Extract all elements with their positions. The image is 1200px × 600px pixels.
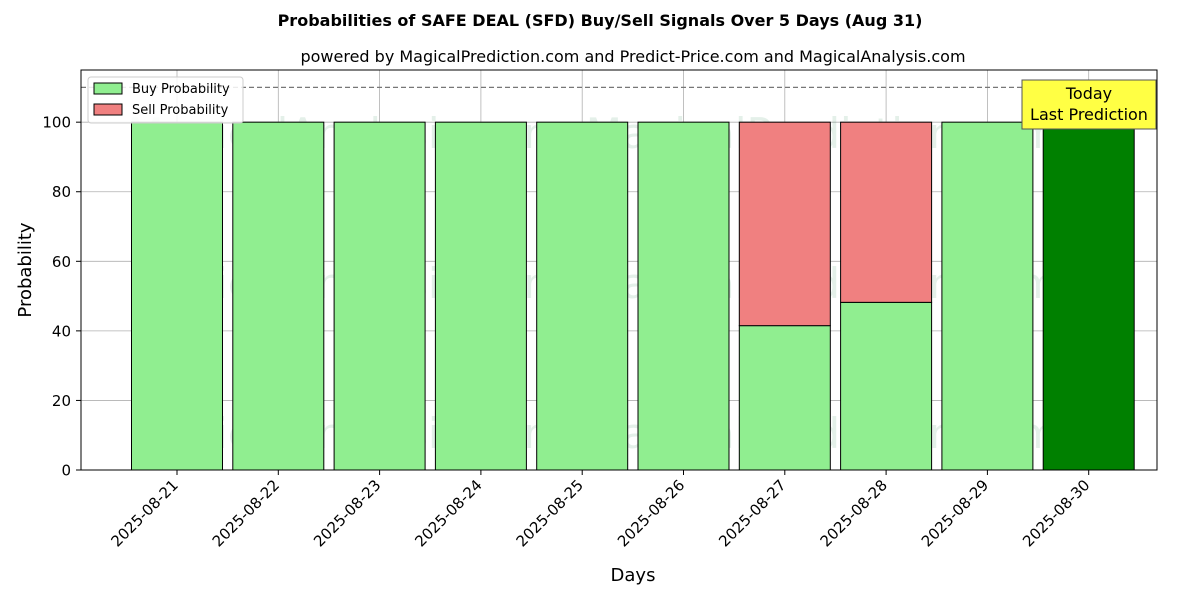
legend-label-sell: Sell Probability (132, 103, 229, 118)
bar-buy (232, 121, 325, 471)
x-tick-label: 2025-08-24 (411, 476, 485, 550)
bar-buy (840, 301, 933, 471)
annotation-box (1021, 79, 1157, 130)
x-tick-label: 2025-08-26 (614, 476, 688, 550)
x-tick-label: 2025-08-21 (107, 476, 181, 550)
y-tick-label: 80 (52, 183, 71, 201)
x-tick-label: 2025-08-29 (918, 476, 992, 550)
bar-buy (637, 121, 730, 471)
annotation-line-2: Last Prediction (1030, 105, 1148, 124)
x-tick-label: 2025-08-22 (209, 476, 283, 550)
legend: Buy Probability Sell Probability (87, 76, 244, 124)
bar-buy (131, 121, 223, 471)
x-tick-label: 2025-08-30 (1019, 476, 1093, 550)
x-axis-label: Days (611, 565, 656, 586)
bar-buy (941, 121, 1034, 471)
x-tick-label: 2025-08-25 (513, 476, 587, 550)
annotation-line-1: Today (1065, 84, 1112, 103)
y-tick-label: 20 (52, 392, 71, 410)
bar-buy (1042, 121, 1135, 471)
y-tick-label: 0 (61, 462, 71, 480)
plot-frame (80, 69, 1158, 471)
y-tick-label: 60 (52, 253, 71, 271)
bar-layer (131, 121, 1135, 471)
legend-box (87, 76, 244, 124)
legend-label-buy: Buy Probability (132, 82, 230, 97)
x-tick-label: 2025-08-28 (817, 476, 891, 550)
chart-subtitle: powered by MagicalPrediction.com and Pre… (300, 47, 965, 66)
y-axis-label: Probability (15, 222, 36, 317)
legend-swatch-sell (93, 103, 123, 116)
bar-buy (536, 121, 629, 471)
y-tick-label: 100 (42, 114, 71, 132)
y-tick-label: 40 (52, 322, 71, 340)
bar-sell (738, 121, 831, 327)
bar-buy (333, 121, 426, 471)
chart-title: Probabilities of SAFE DEAL (SFD) Buy/Sel… (278, 11, 923, 30)
today-annotation: Today Last Prediction (1021, 79, 1157, 130)
bar-buy (738, 325, 831, 471)
legend-swatch-buy (93, 82, 123, 95)
bar-sell (840, 121, 933, 303)
x-tick-label: 2025-08-27 (715, 476, 789, 550)
bar-buy (434, 121, 527, 471)
x-tick-label: 2025-08-23 (310, 476, 384, 550)
